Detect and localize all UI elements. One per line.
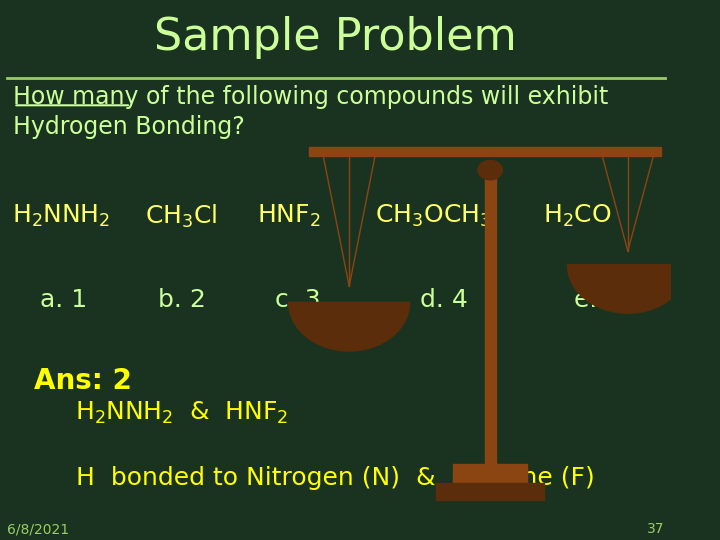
Text: e. 5: e. 5 [574, 288, 621, 312]
Text: a. 1: a. 1 [40, 288, 87, 312]
Text: CH$_3$OCH$_3$: CH$_3$OCH$_3$ [375, 203, 491, 229]
Text: H  bonded to Nitrogen (N)  &  Fluorine (F): H bonded to Nitrogen (N) & Fluorine (F) [76, 466, 595, 490]
Bar [436, 483, 544, 500]
Text: H$_2$NNH$_2$: H$_2$NNH$_2$ [12, 203, 109, 229]
Text: HNF$_2$: HNF$_2$ [257, 203, 320, 229]
Text: d. 4: d. 4 [420, 288, 467, 312]
Text: c. 3: c. 3 [275, 288, 321, 312]
Text: 6/8/2021: 6/8/2021 [6, 522, 69, 536]
Bar [453, 464, 527, 486]
Wedge shape [289, 302, 410, 351]
Text: Hydrogen Bonding?: Hydrogen Bonding? [14, 115, 246, 139]
Text: 37: 37 [647, 522, 665, 536]
Text: CH$_3$Cl: CH$_3$Cl [145, 202, 217, 230]
Bar [309, 147, 662, 156]
Text: b. 2: b. 2 [158, 288, 206, 312]
Circle shape [478, 160, 503, 180]
Text: H$_2$CO: H$_2$CO [543, 203, 612, 229]
Bar [485, 173, 495, 470]
Text: Ans: 2: Ans: 2 [34, 367, 132, 395]
Wedge shape [567, 265, 688, 313]
Text: Sample Problem: Sample Problem [154, 16, 517, 59]
Text: H$_2$NNH$_2$  &  HNF$_2$: H$_2$NNH$_2$ & HNF$_2$ [75, 400, 288, 426]
Text: How many of the following compounds will exhibit: How many of the following compounds will… [14, 85, 609, 109]
